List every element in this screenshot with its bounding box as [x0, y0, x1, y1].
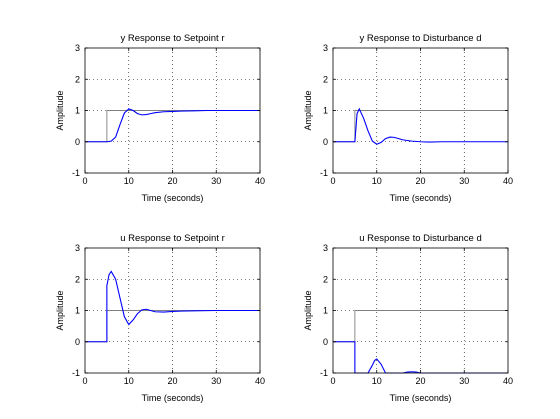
y-tick-label: 3	[323, 243, 328, 253]
x-axis-label: Time (seconds)	[142, 193, 204, 203]
y-tick-label: 3	[75, 243, 80, 253]
y-tick-label: 0	[323, 337, 328, 347]
x-tick-label: 30	[459, 176, 469, 186]
y-tick-label: 1	[323, 306, 328, 316]
x-tick-label: 0	[330, 176, 335, 186]
y-tick-label: 2	[75, 74, 80, 84]
chart-title: y Response to Setpoint r	[120, 33, 224, 44]
y-tick-label: 3	[323, 43, 328, 53]
x-tick-label: 40	[503, 376, 513, 386]
y-tick-label: 1	[323, 106, 328, 116]
y-tick-label: -1	[320, 168, 328, 178]
y-tick-label: 3	[75, 43, 80, 53]
y-tick-label: 2	[323, 74, 328, 84]
x-tick-label: 0	[82, 176, 87, 186]
x-tick-label: 20	[167, 376, 177, 386]
y-axis-label: Amplitude	[303, 90, 313, 130]
y-tick-label: 2	[75, 274, 80, 284]
response-line	[333, 107, 508, 145]
y-axis-label: Amplitude	[303, 290, 313, 330]
y-tick-label: 0	[75, 337, 80, 347]
x-tick-label: 10	[372, 376, 382, 386]
x-tick-label: 0	[330, 376, 335, 386]
response-line	[85, 270, 260, 343]
chart-title: y Response to Disturbance d	[360, 33, 482, 44]
x-tick-label: 30	[211, 376, 221, 386]
y-tick-label: 0	[75, 137, 80, 147]
y-tick-label: 1	[75, 106, 80, 116]
y-tick-label: 1	[75, 306, 80, 316]
y-tick-label: 2	[323, 274, 328, 284]
x-tick-label: 20	[415, 176, 425, 186]
x-tick-label: 10	[124, 376, 134, 386]
y-tick-label: 0	[323, 137, 328, 147]
x-axis-label: Time (seconds)	[142, 393, 204, 403]
x-tick-label: 20	[167, 176, 177, 186]
y-tick-label: -1	[72, 168, 80, 178]
y-tick-label: -1	[72, 368, 80, 378]
x-tick-label: 10	[372, 176, 382, 186]
x-axis-label: Time (seconds)	[390, 193, 452, 203]
chart-title: u Response to Setpoint r	[120, 233, 225, 244]
x-tick-label: 40	[255, 376, 265, 386]
y-axis-label: Amplitude	[55, 290, 65, 330]
y-axis-label: Amplitude	[55, 90, 65, 130]
x-tick-label: 40	[503, 176, 513, 186]
x-tick-label: 20	[415, 376, 425, 386]
y-tick-label: -1	[320, 368, 328, 378]
x-tick-label: 0	[82, 376, 87, 386]
x-tick-label: 30	[459, 376, 469, 386]
chart-title: u Response to Disturbance d	[359, 233, 482, 244]
x-tick-label: 40	[255, 176, 265, 186]
response-line	[85, 108, 260, 143]
x-tick-label: 30	[211, 176, 221, 186]
x-tick-label: 10	[124, 176, 134, 186]
x-axis-label: Time (seconds)	[390, 393, 452, 403]
